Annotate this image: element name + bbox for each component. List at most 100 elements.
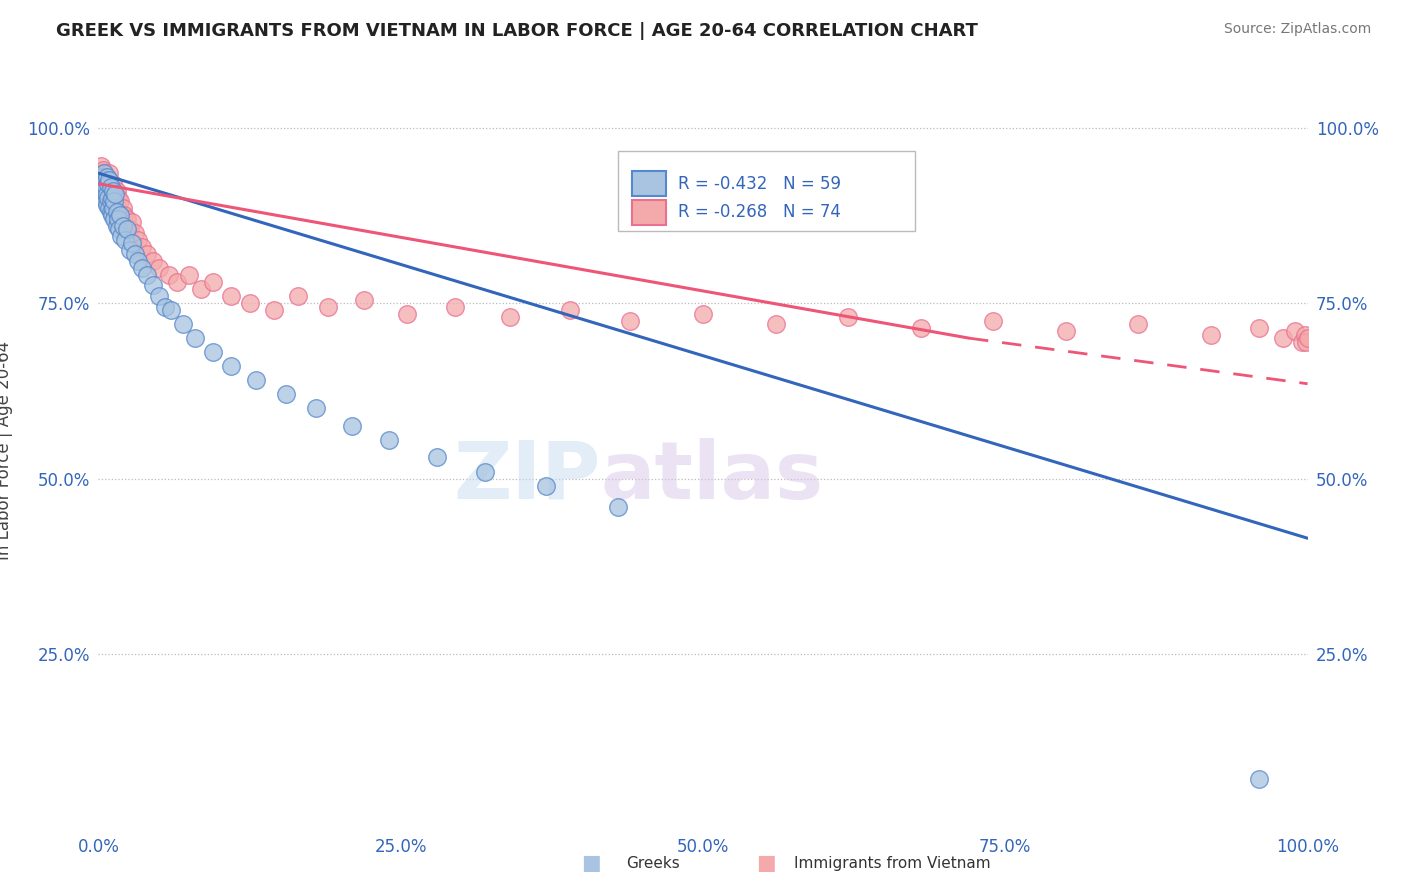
Point <box>121 215 143 229</box>
Point <box>910 320 932 334</box>
Point <box>105 204 128 219</box>
Point <box>118 244 141 258</box>
Point <box>104 194 127 209</box>
Point <box>105 219 128 233</box>
Point <box>101 184 124 198</box>
Point <box>1295 334 1317 349</box>
FancyBboxPatch shape <box>631 201 665 225</box>
Point <box>142 254 165 268</box>
Point <box>1294 327 1316 342</box>
Point <box>91 180 114 194</box>
Point <box>114 233 136 247</box>
Point <box>184 331 207 345</box>
Point <box>1272 331 1295 345</box>
Point <box>100 184 122 198</box>
Point <box>97 194 120 209</box>
Point <box>619 313 641 327</box>
Point <box>90 159 112 173</box>
Point <box>91 177 114 191</box>
Text: ZIP: ZIP <box>453 438 600 516</box>
Point <box>100 204 122 219</box>
Point <box>97 177 120 191</box>
Point <box>90 173 112 187</box>
Point <box>837 310 859 324</box>
Text: R = -0.268   N = 74: R = -0.268 N = 74 <box>678 203 841 221</box>
Point <box>124 247 146 261</box>
Point <box>100 194 122 209</box>
Point <box>100 191 122 205</box>
Point <box>100 201 122 215</box>
Point <box>1249 320 1271 334</box>
Point <box>96 191 118 205</box>
Point <box>108 194 131 209</box>
Point <box>1199 327 1222 342</box>
Point <box>117 222 139 236</box>
Point <box>342 418 364 433</box>
Point <box>103 187 125 202</box>
Point <box>316 300 339 314</box>
Point <box>108 222 131 236</box>
Point <box>221 359 243 374</box>
Point <box>179 268 201 282</box>
Point <box>981 313 1004 327</box>
Text: GREEK VS IMMIGRANTS FROM VIETNAM IN LABOR FORCE | AGE 20-64 CORRELATION CHART: GREEK VS IMMIGRANTS FROM VIETNAM IN LABO… <box>56 22 979 40</box>
Point <box>111 219 134 233</box>
Point <box>426 450 449 465</box>
Text: atlas: atlas <box>600 438 824 516</box>
Point <box>98 201 121 215</box>
Point <box>135 247 157 261</box>
Point <box>100 180 122 194</box>
Point <box>166 275 188 289</box>
Point <box>97 177 120 191</box>
Point <box>97 191 120 205</box>
Point <box>395 307 418 321</box>
Point <box>121 236 143 251</box>
Point <box>91 180 114 194</box>
Point <box>101 204 124 219</box>
Point <box>221 289 243 303</box>
Point <box>94 187 117 202</box>
Point <box>101 201 124 215</box>
Point <box>96 187 118 202</box>
Point <box>100 191 122 205</box>
Point <box>101 177 124 191</box>
Point <box>127 254 149 268</box>
Point <box>692 307 714 321</box>
Point <box>112 208 135 222</box>
Point <box>108 208 131 222</box>
Point <box>148 260 170 275</box>
Point <box>160 303 183 318</box>
Point <box>1296 331 1319 345</box>
Point <box>96 169 118 184</box>
Text: Greeks: Greeks <box>626 856 679 871</box>
Point <box>118 222 141 236</box>
Point <box>98 198 121 212</box>
Point <box>239 296 262 310</box>
Point <box>202 345 225 359</box>
Point <box>274 387 297 401</box>
Point <box>148 289 170 303</box>
Point <box>103 208 125 222</box>
Point <box>353 293 375 307</box>
Point <box>114 219 136 233</box>
Point <box>305 401 328 416</box>
Point <box>124 226 146 240</box>
Point <box>444 300 467 314</box>
Y-axis label: In Labor Force | Age 20-64: In Labor Force | Age 20-64 <box>0 341 13 560</box>
Point <box>91 169 114 184</box>
Point <box>104 187 127 202</box>
Point <box>94 180 117 194</box>
Point <box>1284 324 1306 338</box>
Point <box>108 204 131 219</box>
Point <box>93 184 115 198</box>
Point <box>1054 324 1077 338</box>
Point <box>94 194 117 209</box>
Point <box>96 198 118 212</box>
Point <box>263 303 285 318</box>
Point <box>105 184 128 198</box>
Point <box>558 303 581 318</box>
Point <box>110 215 132 229</box>
Point <box>1249 772 1271 786</box>
Point <box>287 289 309 303</box>
Point <box>96 173 118 187</box>
